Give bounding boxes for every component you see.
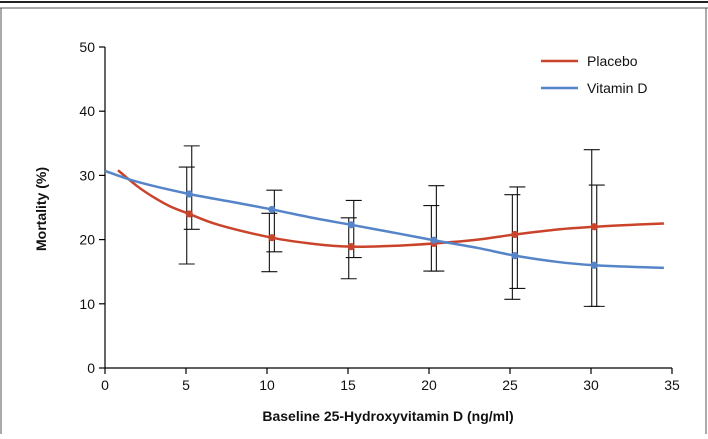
data-point-vitamin-d [185,190,193,198]
data-point-placebo [347,243,355,251]
x-tick-label: 5 [182,377,190,393]
data-point-placebo [590,223,598,231]
x-tick-label: 30 [583,377,599,393]
x-tick-label: 25 [502,377,518,393]
legend-label-placebo: Placebo [587,53,638,69]
y-ticks: 0 10 20 30 40 50 [79,39,105,376]
x-tick-label: 35 [664,377,680,393]
y-tick-label: 20 [79,232,95,248]
x-tick-label: 20 [421,377,437,393]
data-point-placebo [185,210,193,218]
series-markers [185,190,598,269]
data-point-placebo [511,230,519,239]
y-axis-label: Mortality (%) [33,167,49,251]
legend: Placebo Vitamin D [541,53,647,96]
data-point-vitamin-d [268,205,276,214]
x-tick-label: 15 [340,377,356,393]
y-tick-label: 40 [79,103,95,119]
series-line-vitamin-d [104,169,664,270]
legend-label-vitamin-d: Vitamin D [587,80,647,96]
y-tick-label: 0 [87,360,95,376]
x-tick-label: 0 [101,377,109,393]
x-axis-label: Baseline 25-Hydroxyvitamin D (ng/ml) [262,408,513,424]
data-point-vitamin-d [511,252,519,260]
data-point-placebo [268,234,276,242]
error-bars [178,145,605,307]
y-tick-label: 10 [79,296,95,312]
y-tick-label: 50 [79,39,95,55]
series-curves [104,169,664,270]
x-tick-label: 10 [259,377,275,393]
data-point-vitamin-d [347,221,355,229]
data-point-vitamin-d [590,261,598,269]
series-line-placebo [117,169,664,249]
data-point-vitamin-d [430,236,438,244]
y-tick-label: 30 [79,167,95,183]
x-ticks: 0 5 10 15 20 25 30 35 [101,368,680,393]
